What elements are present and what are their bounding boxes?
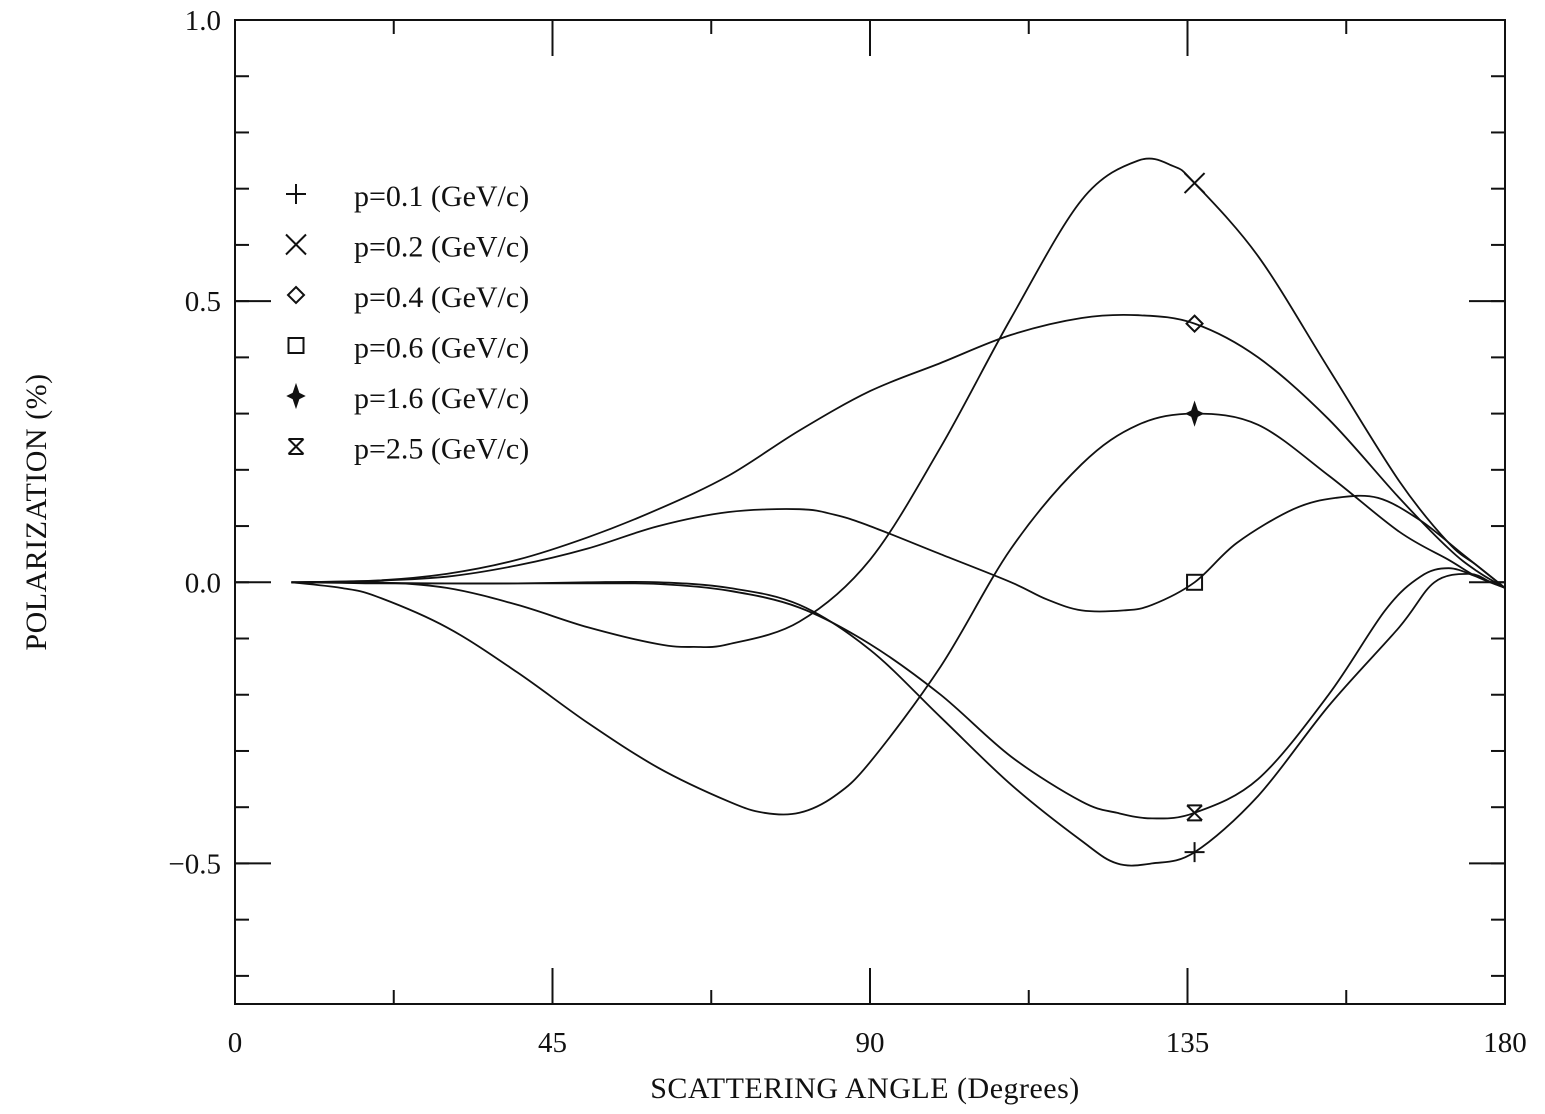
series-line-5 [291, 412, 1506, 816]
legend-label-1: p=0.1 (GeV/c) [354, 180, 529, 213]
legend: p=0.1 (GeV/c) p=0.2 (GeV/c) p=0.4 (GeV/c) p… [285, 180, 529, 466]
plot-frame [234, 19, 1506, 1005]
legend-label-3: p=0.4 (GeV/c) [354, 281, 529, 314]
series-marker-2 [1183, 172, 1206, 194]
y-tick-labels: 1.0 0.5 0.0 −0.5 [168, 5, 221, 880]
legend-marker-2 [285, 233, 307, 256]
legend-marker-4 [287, 337, 305, 354]
y-tick-label: 0.5 [185, 286, 221, 318]
legend-label-4: p=0.6 (GeV/c) [354, 332, 529, 365]
x-tick-label: 135 [1166, 1027, 1210, 1059]
x-tick-label: 180 [1483, 1027, 1527, 1059]
legend-label-6: p=2.5 (GeV/c) [354, 433, 529, 466]
legend-label-5: p=1.6 (GeV/c) [354, 382, 529, 415]
x-tick-label: 90 [856, 1027, 885, 1059]
x-tick-labels: 0 45 90 135 180 [228, 1027, 1527, 1059]
series-line-1 [291, 572, 1506, 867]
y-tick-label: −0.5 [168, 848, 221, 880]
minor-ticks [234, 19, 1506, 1004]
legend-marker-5 [286, 382, 306, 410]
y-axis-label: POLARIZATION (%) [20, 373, 53, 650]
major-ticks [234, 19, 1506, 1004]
x-tick-label: 45 [538, 1027, 567, 1059]
series-marker-6 [1186, 804, 1203, 822]
series-marker-3 [1185, 314, 1204, 334]
series-marker-4 [1186, 573, 1204, 591]
series-line-6 [291, 567, 1506, 820]
series-marker-5 [1184, 400, 1205, 427]
series-line-3 [291, 313, 1506, 589]
legend-marker-1 [286, 184, 306, 204]
legend-label-2: p=0.2 (GeV/c) [354, 231, 529, 264]
x-axis-label: SCATTERING ANGLE (Degrees) [650, 1072, 1080, 1105]
series-line-2 [291, 157, 1506, 649]
series-lines [291, 157, 1506, 867]
legend-marker-6 [287, 438, 305, 455]
x-tick-label: 0 [228, 1027, 243, 1059]
series-line-4 [291, 494, 1506, 613]
legend-marker-3 [286, 285, 306, 305]
series-marker-1 [1184, 842, 1205, 863]
series-markers [1183, 172, 1206, 863]
y-tick-label: 1.0 [185, 5, 221, 37]
y-tick-label: 0.0 [185, 567, 221, 599]
